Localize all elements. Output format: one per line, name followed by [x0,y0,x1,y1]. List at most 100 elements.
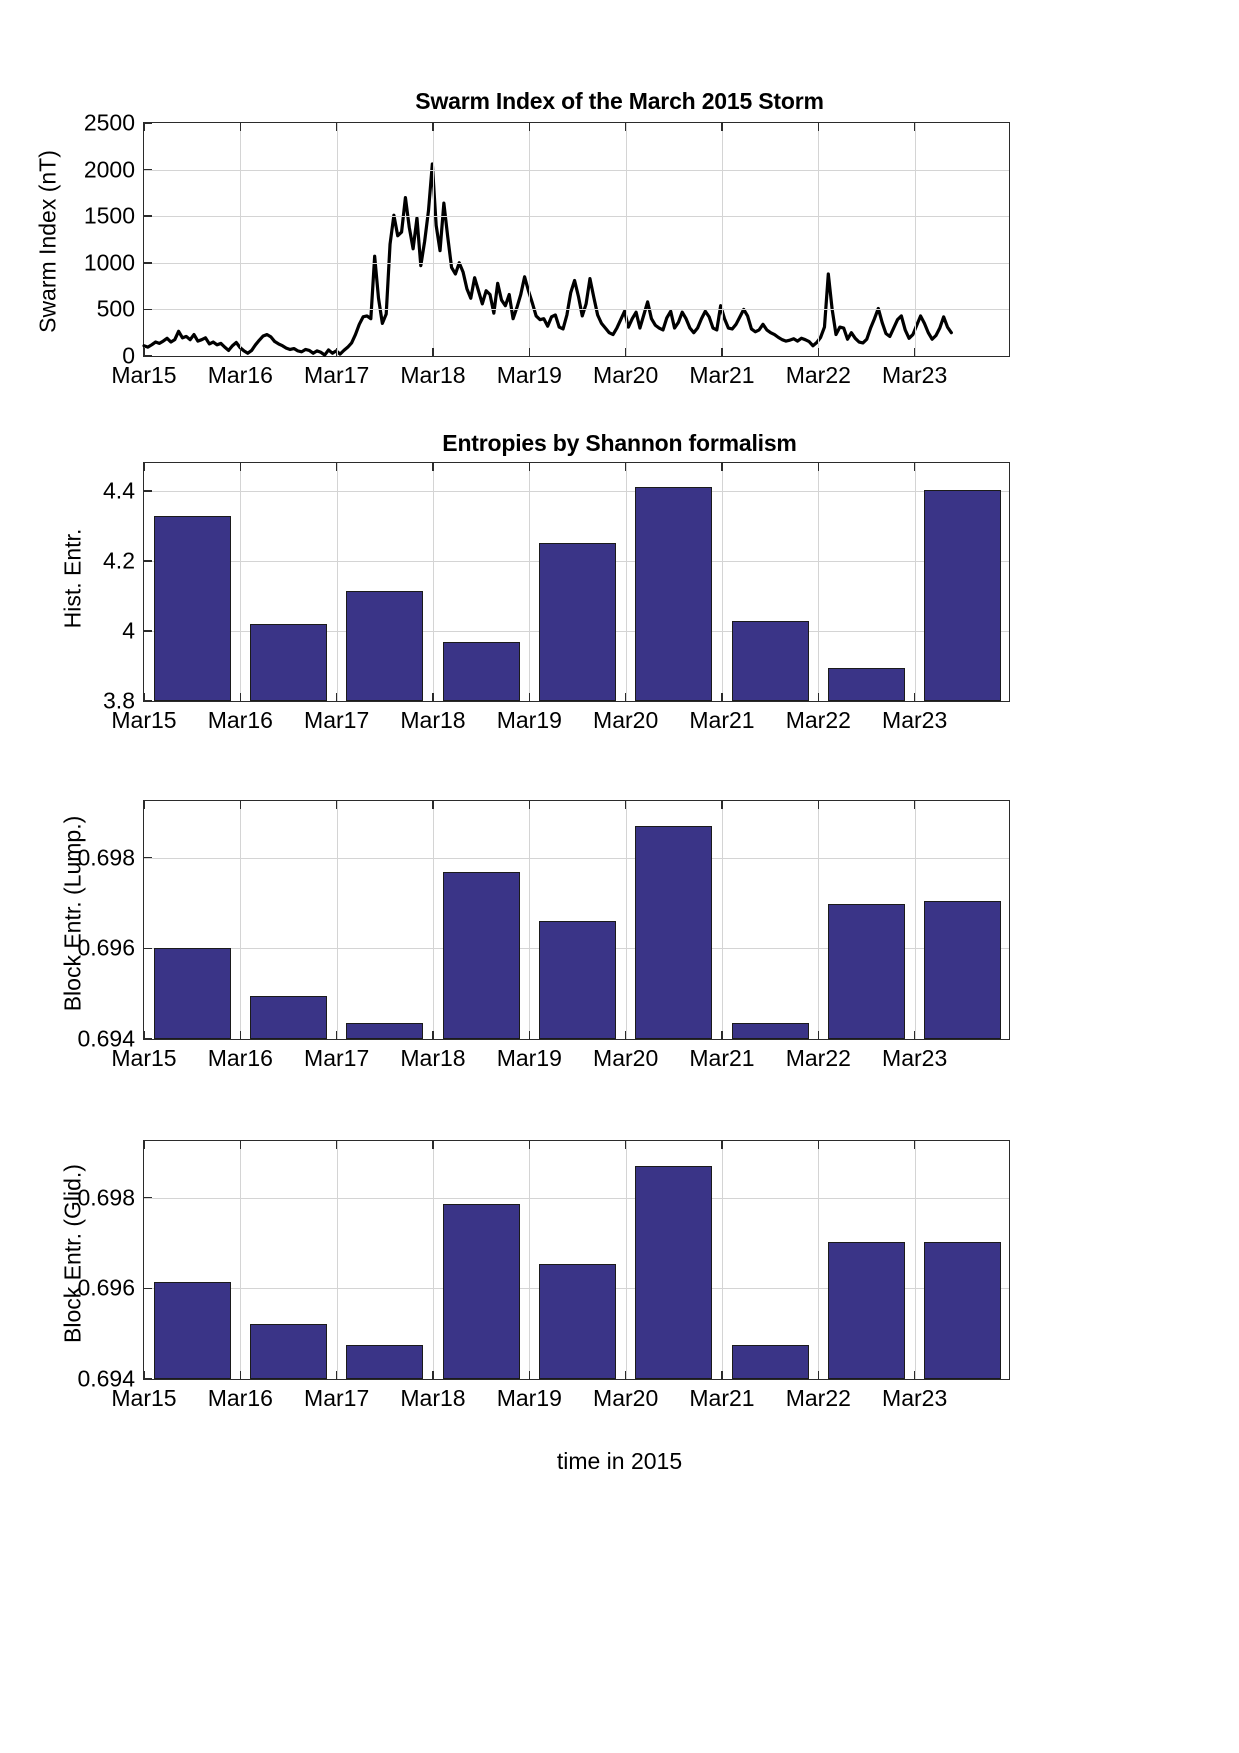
bar [346,1345,424,1379]
x-tick-mark [143,1371,145,1379]
x-tick-mark [239,693,242,701]
y-tick-mark [144,630,152,632]
panel-block-entropy-lump: Block Entr. (Lump.) 0.694 0.696 0.698 Mar15… [0,790,1239,1110]
gridline-vertical [433,801,434,1039]
x-tick-mark-top [817,1141,820,1149]
gridline-vertical [529,801,531,1039]
gridline-vertical [914,463,916,701]
x-tick-mark-top [143,463,145,471]
y-tick-mark [144,1196,152,1199]
bar [924,1241,1002,1379]
x-tick-mark-top [528,1141,531,1149]
panel-2-xtick-label: Mar23 [882,707,948,733]
panel-1-ytick-label: 2500 [83,109,135,136]
bar [442,872,520,1039]
bar [249,1324,328,1379]
bar [249,624,328,701]
x-tick-mark-top [528,463,531,471]
gridline-horizontal [144,216,1009,218]
x-tick-mark-top [335,1141,338,1149]
x-tick-mark [239,348,242,356]
x-tick-mark [913,1031,916,1039]
panel-4-ytick-label: 0.694 [77,1365,135,1392]
panel-1-xtick-label: Mar20 [593,362,659,388]
x-tick-mark [624,1031,627,1039]
gridline-vertical [722,123,723,356]
panel-3-xtick-label: Mar20 [593,1045,659,1071]
x-tick-mark-top [721,1141,723,1149]
panel-3-xtick-label: Mar16 [207,1045,273,1071]
gridline-vertical [529,123,531,356]
x-tick-mark-top [432,463,434,471]
x-tick-mark [721,1371,723,1379]
x-tick-mark [335,1031,338,1039]
panel-1-ylabel: Swarm Index (nT) [34,150,61,333]
x-tick-mark-top [432,123,434,131]
panel-3-xtick-label: Mar19 [496,1045,562,1071]
panel-4-xtick-label: Mar16 [207,1385,273,1411]
gridline-vertical [433,463,434,701]
bar [635,825,713,1039]
y-tick-mark [144,122,152,124]
panel-1-title: Swarm Index of the March 2015 Storm [415,88,824,114]
gridline-horizontal [144,1197,1009,1199]
panel-3-xtick-label: Mar23 [882,1045,948,1071]
panel-3-xtick-label: Mar17 [304,1045,370,1071]
x-tick-mark-top [913,1141,916,1149]
x-tick-mark-top [817,463,820,471]
bar [731,1023,809,1039]
panel-2-xtick-label: Mar19 [496,707,562,733]
gridline-vertical [240,1141,242,1379]
x-tick-mark-top [817,123,820,131]
x-tick-mark-top [239,801,242,809]
panel-2-ylabel: Hist. Entr. [59,528,86,629]
x-tick-mark-top [432,801,434,809]
x-tick-mark-top [239,463,242,471]
gridline-vertical [529,1141,531,1379]
bar [731,620,809,701]
panel-1-xtick-label: Mar23 [882,362,948,388]
figure-xlabel: time in 2015 [556,1448,683,1474]
x-tick-mark [143,348,145,356]
x-tick-mark-top [239,123,242,131]
panel-4-ytick-label: 0.698 [77,1184,135,1211]
gridline-vertical [818,123,820,356]
x-tick-mark-top [143,1141,145,1149]
x-tick-mark [624,1371,627,1379]
panel-4-xtick-label: Mar21 [689,1385,755,1411]
x-tick-mark [624,348,627,356]
x-tick-mark-top [624,801,627,809]
panel-2-ytick-label: 4 [122,617,135,644]
bar [924,901,1002,1039]
panel-4-xtick-label: Mar19 [496,1385,562,1411]
bar [538,1263,617,1379]
y-tick-mark [144,1378,152,1380]
gridline-vertical [818,801,820,1039]
panel-3-ytick-label: 0.698 [77,844,135,871]
panel-4-xtick-label: Mar17 [304,1385,370,1411]
panel-4-xtick-label: Mar20 [593,1385,659,1411]
x-tick-mark-top [721,123,723,131]
gridline-vertical [433,123,434,356]
bar [827,1241,906,1379]
y-tick-mark [144,262,152,264]
x-tick-mark [528,1031,531,1039]
panel-1-xtick-label: Mar15 [111,362,177,388]
gridline-vertical [529,463,531,701]
panel-2-xtick-label: Mar16 [207,707,273,733]
panel-1-xtick-label: Mar18 [400,362,466,388]
x-tick-mark-top [143,801,145,809]
x-tick-mark-top [335,463,338,471]
bar [635,1165,713,1379]
panel-1-ytick-label: 1500 [83,202,135,229]
panel-1-ytick-label: 0 [122,342,135,369]
x-tick-mark [528,693,531,701]
panel-1-ytick-label: 500 [96,295,135,322]
x-tick-mark-top [239,1141,242,1149]
y-tick-mark [144,700,152,702]
panel-1-xtick-label: Mar17 [304,362,370,388]
y-tick-mark [144,856,152,859]
panel-2-xtick-label: Mar21 [689,707,755,733]
y-tick-mark [144,215,152,217]
x-tick-mark [624,693,627,701]
